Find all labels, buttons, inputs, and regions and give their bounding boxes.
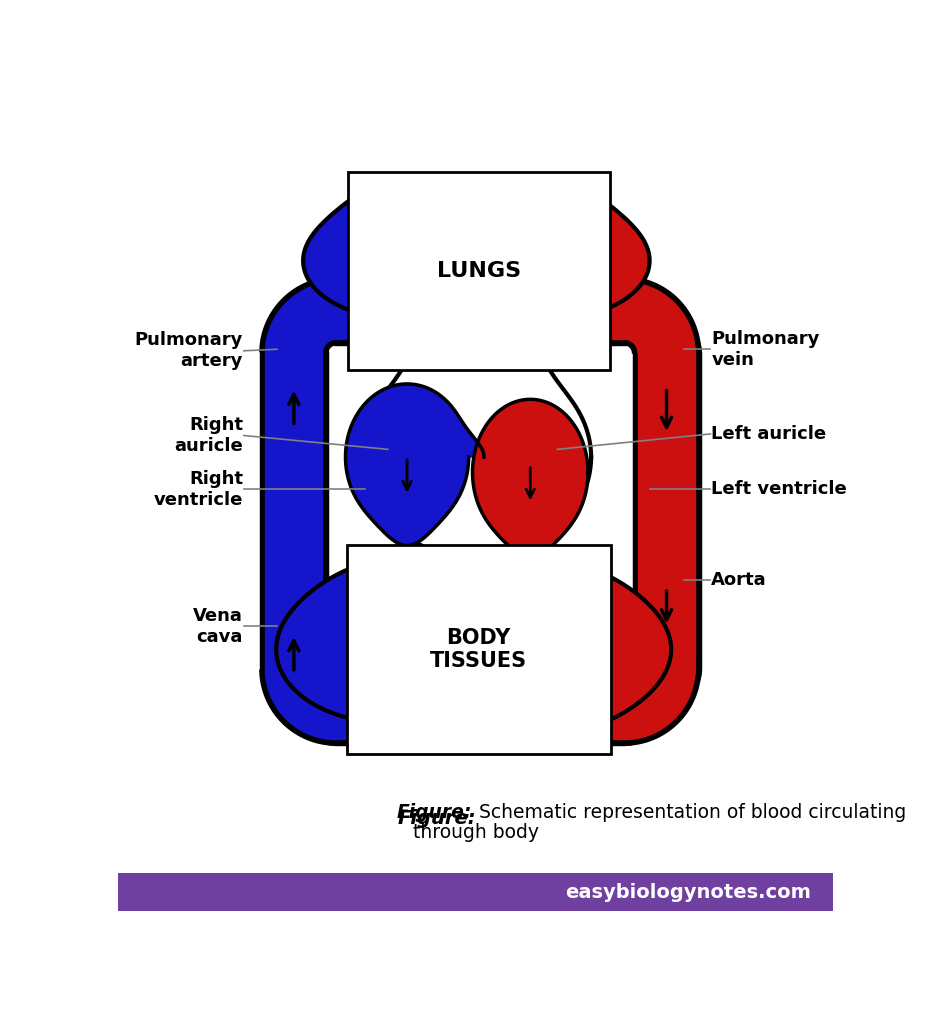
Text: BODY
TISSUES: BODY TISSUES [429, 628, 527, 671]
Text: Left ventricle: Left ventricle [710, 480, 846, 499]
Polygon shape [303, 180, 485, 318]
Text: Figure:: Figure: [397, 809, 476, 828]
Text: Schematic representation of blood circulating: Schematic representation of blood circul… [473, 803, 906, 822]
Text: Pulmonary
artery: Pulmonary artery [134, 332, 243, 371]
Polygon shape [276, 561, 487, 734]
Polygon shape [472, 399, 588, 557]
Bar [118, 872, 832, 911]
Text: Aorta: Aorta [710, 571, 766, 589]
Text: Right
ventricle: Right ventricle [154, 470, 243, 509]
Text: Vena
cava: Vena cava [193, 607, 243, 646]
Text: Pulmonary
vein: Pulmonary vein [710, 330, 819, 369]
Text: Left auricle: Left auricle [710, 425, 825, 443]
Polygon shape [345, 384, 484, 546]
Text: through body: through body [413, 822, 538, 842]
Polygon shape [467, 565, 670, 730]
Text: Right
auricle: Right auricle [174, 416, 243, 455]
Polygon shape [467, 180, 649, 318]
Polygon shape [360, 334, 590, 557]
Text: Figure:: Figure: [396, 803, 471, 822]
Text: easybiologynotes.com: easybiologynotes.com [565, 883, 810, 901]
Text: LUNGS: LUNGS [436, 261, 520, 281]
